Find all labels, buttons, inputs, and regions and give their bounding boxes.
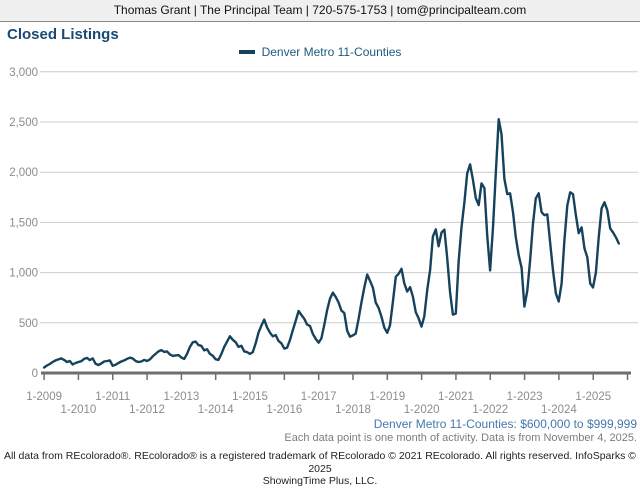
y-axis-label: 2,500	[9, 117, 38, 129]
copyright-line-1: All data from REcolorado®. REcolorado® i…	[3, 450, 637, 475]
x-axis-label: 1-2012	[129, 404, 165, 416]
x-axis-label: 1-2011	[95, 391, 130, 403]
page-title: Closed Listings	[7, 26, 119, 43]
x-axis-label: 1-2020	[404, 404, 440, 416]
y-axis-label: 500	[19, 318, 38, 330]
x-axis-label: 1-2025	[575, 391, 611, 403]
series-swatch-icon	[238, 50, 255, 54]
x-axis-label: 1-2018	[335, 404, 371, 416]
series-line-denver-metro	[42, 118, 620, 369]
x-axis-label: 1-2010	[61, 404, 97, 416]
price-range-label: Denver Metro 11-Counties: $600,000 to $9…	[373, 417, 637, 431]
x-axis-label: 1-2023	[507, 391, 543, 403]
contact-text: Thomas Grant | The Principal Team | 720-…	[113, 3, 527, 17]
x-axis-label: 1-2019	[369, 391, 405, 403]
closed-listings-chart: 05001,0001,5002,0002,5003,0001-20091-201…	[9, 67, 638, 416]
x-axis-label: 1-2021	[438, 391, 474, 403]
y-axis-label: 1,000	[9, 268, 38, 280]
y-axis-label: 1,500	[9, 217, 38, 229]
x-axis-label: 1-2022	[472, 404, 508, 416]
copyright-line-2: ShowingTime Plus, LLC.	[262, 475, 378, 487]
y-axis-label: 0	[32, 368, 38, 380]
x-axis-label: 1-2017	[301, 391, 337, 403]
data-note: Each data point is one month of activity…	[284, 432, 637, 444]
copyright-footer: All data from REcolorado®. REcolorado® i…	[0, 450, 640, 488]
x-axis-label: 1-2013	[163, 391, 199, 403]
x-axis-label: 1-2009	[26, 391, 62, 403]
x-axis-label: 1-2014	[198, 404, 234, 416]
contact-header: Thomas Grant | The Principal Team | 720-…	[0, 0, 640, 22]
y-axis-label: 3,000	[9, 67, 38, 79]
x-axis-label: 1-2024	[541, 404, 577, 416]
x-axis-label: 1-2015	[232, 391, 268, 403]
series-legend-label: Denver Metro 11-Counties	[261, 45, 402, 59]
y-axis-label: 2,000	[9, 167, 38, 179]
x-axis-label: 1-2016	[266, 404, 302, 416]
chart-legend: Denver Metro 11-Counties	[0, 44, 640, 60]
